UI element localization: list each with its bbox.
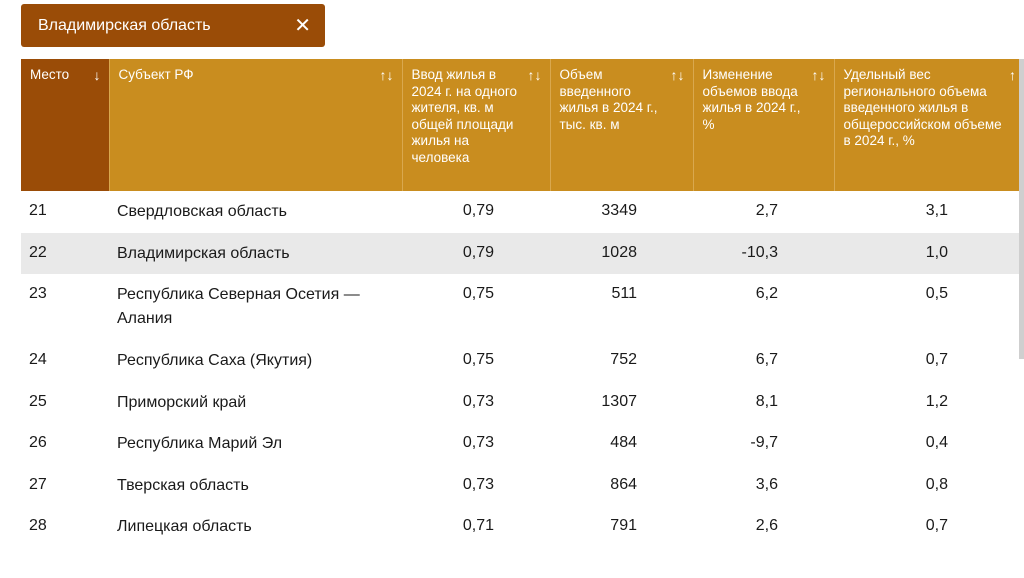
sort-toggle-icon[interactable]: ↑↓ <box>527 67 542 83</box>
table-row[interactable]: 23 Республика Северная Осетия — Алания 0,7… <box>21 274 1024 340</box>
sort-desc-icon[interactable]: ↓ <box>93 67 101 83</box>
sort-toggle-icon[interactable]: ↑↓ <box>670 67 685 83</box>
table-row[interactable]: 25 Приморский край 0,73 1307 8,1 1,2 <box>21 382 1024 424</box>
region-cell: Республика Саха (Якутия) <box>117 352 313 369</box>
rank-cell: 24 <box>29 351 47 368</box>
rank-cell: 25 <box>29 392 47 410</box>
table-row[interactable]: 24 Республика Саха (Якутия) 0,75 752 6,7 0,7 <box>21 340 1024 382</box>
column-header-label: Ввод жилья в 2024 г. на одного жителя, к… <box>411 67 517 165</box>
volume-cell: 511 <box>611 285 637 302</box>
filter-chip-label: Владимирская область <box>38 16 211 34</box>
per-capita-cell: 0,75 <box>462 351 494 368</box>
change-cell: 2,6 <box>755 517 778 534</box>
per-capita-cell: 0,73 <box>462 434 494 451</box>
table-row[interactable]: 28 Липецкая область 0,71 791 2,6 0,7 <box>21 506 1024 548</box>
column-header-rank[interactable]: Место ↓ <box>21 59 109 191</box>
table-header-row: Место ↓ Субъект РФ ↑↓ Ввод жилья в 2024 … <box>21 59 1024 191</box>
change-cell: 3,6 <box>755 475 778 493</box>
per-capita-cell: 0,79 <box>402 232 550 274</box>
volume-cell: 864 <box>610 475 637 493</box>
volume-cell: 484 <box>610 434 637 451</box>
region-cell: Республика Марий Эл <box>117 435 283 452</box>
share-cell: 1,0 <box>834 232 1024 274</box>
per-capita-cell: 0,71 <box>462 517 494 534</box>
filter-chip[interactable]: Владимирская область ✕ <box>21 4 325 47</box>
share-cell: 0,5 <box>925 285 948 302</box>
rank-cell: 26 <box>29 434 47 451</box>
per-capita-cell: 0,73 <box>462 392 494 410</box>
column-header-per-capita[interactable]: Ввод жилья в 2024 г. на одного жителя, к… <box>401 59 550 191</box>
sort-toggle-icon[interactable]: ↑↓ <box>811 67 826 83</box>
table-row[interactable]: 21 Свердловская область 0,79 3349 2,7 3,1 <box>21 191 1024 233</box>
region-cell: Липецкая область <box>117 518 252 535</box>
per-capita-cell: 0,73 <box>462 475 494 493</box>
change-cell: -9,7 <box>750 434 778 451</box>
column-header-label: Место <box>30 67 70 82</box>
volume-cell: 3349 <box>601 202 637 219</box>
horizontal-scroll-edge[interactable] <box>1019 59 1024 359</box>
rank-cell: 22 <box>21 232 109 274</box>
region-cell: Владимирская область <box>109 232 402 274</box>
region-cell: Тверская область <box>117 476 249 494</box>
rank-cell: 21 <box>29 202 47 219</box>
change-cell: 2,7 <box>755 202 778 219</box>
change-cell: 6,7 <box>755 351 778 368</box>
volume-cell: 1307 <box>601 392 637 410</box>
table-row[interactable]: 22 Владимирская область 0,79 1028 -10,3 1,0 <box>21 232 1024 274</box>
volume-cell: 752 <box>610 351 637 368</box>
rank-cell: 28 <box>29 517 47 534</box>
table-row[interactable]: 27 Тверская область 0,73 864 3,6 0,8 <box>21 465 1024 507</box>
volume-cell: 1028 <box>550 232 693 274</box>
volume-cell: 791 <box>610 517 637 534</box>
column-header-change[interactable]: Изменение объемов ввода жилья в 2024 г.,… <box>692 59 834 191</box>
share-cell: 0,8 <box>925 475 948 493</box>
column-header-label: Удельный вес регионального объема введен… <box>843 67 1002 148</box>
share-cell: 3,1 <box>925 202 948 219</box>
share-cell: 0,7 <box>925 351 948 368</box>
column-header-share[interactable]: Удельный вес регионального объема введен… <box>833 59 1024 191</box>
sort-toggle-icon[interactable]: ↑↓ <box>379 67 394 83</box>
change-cell: 6,2 <box>755 285 778 302</box>
rank-cell: 27 <box>29 475 47 493</box>
column-header-label: Изменение объемов ввода жилья в 2024 г.,… <box>702 67 801 132</box>
close-icon[interactable]: ✕ <box>294 14 311 37</box>
ranking-table: Место ↓ Субъект РФ ↑↓ Ввод жилья в 2024 … <box>21 59 1024 548</box>
change-cell: -10,3 <box>693 232 834 274</box>
per-capita-cell: 0,79 <box>462 202 494 219</box>
column-header-region[interactable]: Субъект РФ ↑↓ <box>108 59 402 191</box>
share-cell: 1,2 <box>925 392 948 410</box>
column-header-label: Субъект РФ <box>118 67 194 82</box>
table-row[interactable]: 26 Республика Марий Эл 0,73 484 -9,7 0,4 <box>21 423 1024 465</box>
region-cell: Приморский край <box>117 393 247 411</box>
region-cell: Свердловская область <box>117 203 287 220</box>
region-cell: Республика Северная Осетия — Алания <box>117 286 360 327</box>
change-cell: 8,1 <box>755 392 778 410</box>
rank-cell: 23 <box>29 285 47 302</box>
per-capita-cell: 0,75 <box>462 285 494 302</box>
share-cell: 0,7 <box>925 517 948 534</box>
sort-toggle-icon[interactable]: ↑ <box>1009 67 1016 83</box>
share-cell: 0,4 <box>925 434 948 451</box>
column-header-volume[interactable]: Объем введенного жилья в 2024 г., тыс. к… <box>549 59 693 191</box>
column-header-label: Объем введенного жилья в 2024 г., тыс. к… <box>559 67 658 132</box>
